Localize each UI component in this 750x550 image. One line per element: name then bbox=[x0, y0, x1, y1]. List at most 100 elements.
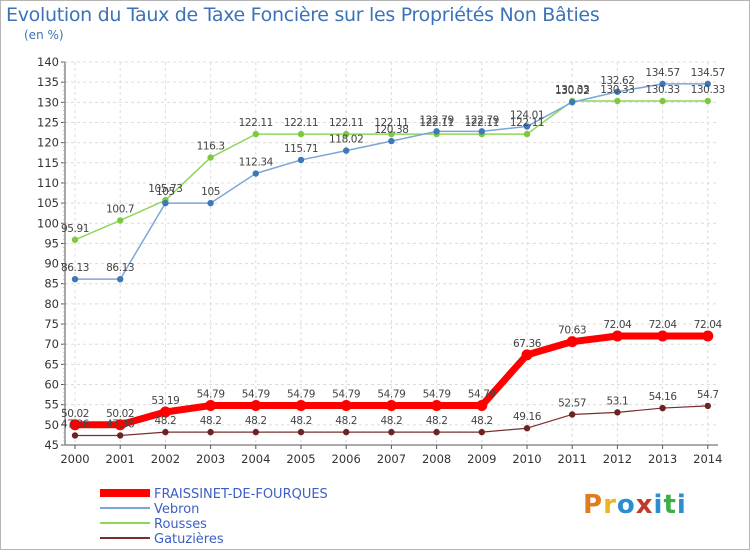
data-label: 54.79 bbox=[287, 389, 315, 401]
y-tick-label: 140 bbox=[37, 55, 59, 69]
data-point bbox=[207, 199, 214, 207]
data-point bbox=[659, 80, 666, 88]
data-label: 53.1 bbox=[607, 395, 629, 407]
data-label: 122.11 bbox=[374, 117, 408, 129]
data-label: 49.16 bbox=[513, 411, 542, 423]
data-label: 132.62 bbox=[600, 75, 634, 87]
unit-label: (en %) bbox=[24, 28, 64, 42]
data-point bbox=[295, 400, 307, 412]
y-tick-label: 65 bbox=[44, 357, 59, 371]
data-label: 50.02 bbox=[61, 408, 89, 420]
y-tick-label: 60 bbox=[44, 378, 59, 392]
data-label: 134.57 bbox=[645, 67, 679, 79]
data-point bbox=[657, 330, 669, 342]
data-point bbox=[704, 402, 711, 410]
x-tick-label: 2004 bbox=[241, 452, 270, 466]
data-point bbox=[611, 330, 623, 342]
data-label: 122.11 bbox=[329, 117, 363, 129]
data-label: 100.7 bbox=[106, 203, 134, 215]
y-tick-label: 110 bbox=[37, 176, 59, 190]
logo-letter: P bbox=[583, 490, 604, 520]
data-point bbox=[614, 88, 621, 95]
y-tick-label: 45 bbox=[44, 438, 59, 452]
y-tick-label: 125 bbox=[37, 115, 59, 129]
data-point bbox=[340, 400, 352, 412]
data-label: 48.2 bbox=[200, 415, 222, 427]
x-tick-label: 2012 bbox=[603, 452, 632, 466]
data-label: 134.57 bbox=[691, 67, 725, 79]
data-point bbox=[385, 400, 397, 412]
x-tick-label: 2002 bbox=[151, 452, 180, 466]
x-tick-label: 2001 bbox=[106, 452, 135, 466]
data-point bbox=[476, 400, 488, 412]
data-label: 116.3 bbox=[197, 141, 225, 153]
data-label: 122.79 bbox=[465, 114, 499, 126]
data-point bbox=[252, 428, 259, 436]
data-point bbox=[207, 428, 214, 436]
data-label: 54.79 bbox=[242, 389, 270, 401]
y-tick-label: 120 bbox=[37, 136, 59, 150]
data-label: 48.2 bbox=[426, 415, 448, 427]
chart-title: Evolution du Taux de Taxe Foncière sur l… bbox=[6, 4, 600, 26]
data-point bbox=[297, 130, 305, 138]
data-point bbox=[117, 275, 124, 283]
data-point bbox=[478, 128, 485, 135]
data-point bbox=[205, 400, 217, 412]
data-point bbox=[702, 330, 714, 342]
data-label: 122.11 bbox=[465, 117, 499, 129]
data-label: 112.34 bbox=[239, 157, 274, 169]
data-point bbox=[569, 99, 576, 106]
data-point bbox=[162, 428, 169, 436]
data-point bbox=[114, 419, 126, 431]
x-tick-label: 2008 bbox=[422, 452, 451, 466]
data-point bbox=[297, 428, 305, 436]
data-point bbox=[388, 130, 395, 138]
data-point bbox=[523, 425, 531, 432]
data-point bbox=[71, 275, 79, 283]
data-label: 72.04 bbox=[649, 319, 678, 331]
x-tick-label: 2006 bbox=[332, 452, 361, 466]
data-point bbox=[388, 428, 395, 436]
data-point bbox=[431, 400, 443, 412]
data-label: 54.79 bbox=[332, 389, 360, 401]
data-point bbox=[252, 130, 259, 138]
y-tick-label: 135 bbox=[37, 75, 59, 89]
data-point bbox=[523, 130, 531, 138]
data-label: 122.79 bbox=[419, 114, 453, 126]
x-tick-label: 2010 bbox=[512, 452, 541, 466]
data-point bbox=[207, 154, 214, 161]
data-label: 86.13 bbox=[61, 262, 89, 274]
data-label: 47.36 bbox=[61, 418, 90, 430]
legend-label: Gatuzières bbox=[154, 532, 224, 547]
legend-label: Rousses bbox=[154, 517, 207, 532]
proxiti-logo: Proxiti bbox=[583, 490, 687, 520]
data-point bbox=[117, 217, 124, 224]
data-point bbox=[523, 123, 531, 130]
y-tick-label: 95 bbox=[44, 236, 59, 250]
logo-letter: i bbox=[676, 490, 687, 520]
logo-letter: o bbox=[616, 490, 636, 520]
data-point bbox=[343, 147, 350, 154]
y-tick-label: 80 bbox=[44, 297, 59, 311]
y-tick-label: 50 bbox=[44, 418, 59, 432]
data-label: 53.19 bbox=[151, 395, 179, 407]
data-point bbox=[614, 409, 621, 416]
data-label: 70.63 bbox=[558, 325, 586, 337]
data-label: 122.11 bbox=[419, 117, 453, 129]
y-tick-label: 115 bbox=[37, 156, 59, 170]
data-label: 115.71 bbox=[284, 143, 318, 155]
data-label: 47.36 bbox=[106, 418, 135, 430]
data-point bbox=[704, 97, 711, 105]
data-label: 52.57 bbox=[558, 397, 586, 409]
logo-letter: x bbox=[635, 490, 654, 520]
data-label: 122.11 bbox=[239, 117, 273, 129]
data-point bbox=[71, 236, 79, 243]
x-tick-label: 2009 bbox=[467, 452, 496, 466]
data-point bbox=[659, 97, 666, 105]
data-point bbox=[569, 411, 576, 418]
data-label: 122.11 bbox=[510, 117, 544, 129]
x-tick-label: 2011 bbox=[558, 452, 587, 466]
data-label: 120.38 bbox=[374, 124, 408, 136]
data-label: 48.2 bbox=[381, 415, 403, 427]
y-tick-label: 100 bbox=[37, 216, 59, 230]
